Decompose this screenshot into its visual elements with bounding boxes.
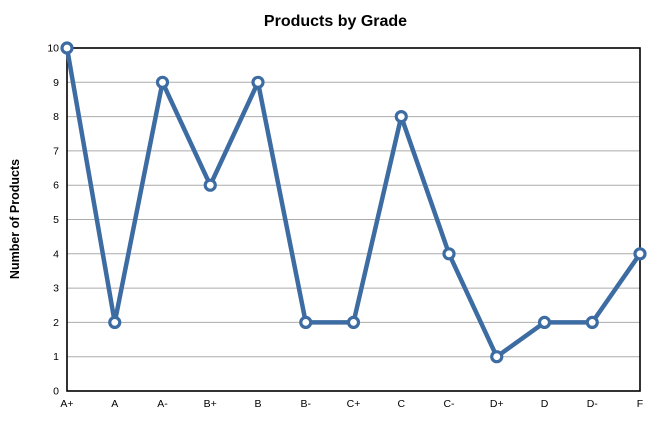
- data-point-B-: [299, 315, 313, 329]
- y-tick-label-2: 2: [53, 317, 59, 329]
- data-point-F: [633, 247, 647, 261]
- data-point-A: [108, 315, 122, 329]
- x-tick-label-F: F: [637, 398, 643, 410]
- data-point-A-: [155, 75, 170, 89]
- data-point-B: [251, 75, 265, 89]
- x-tick-label-D+: D+: [490, 398, 504, 410]
- y-tick-label-8: 8: [53, 111, 59, 123]
- y-tick-label-10: 10: [47, 43, 59, 55]
- y-tick-label-7: 7: [53, 145, 59, 157]
- data-point-C-: [442, 247, 456, 261]
- plot-border: [66, 47, 641, 392]
- data-point-A+: [60, 41, 74, 55]
- x-tick-label-A: A: [111, 398, 118, 410]
- data-point-C+: [346, 315, 361, 329]
- y-tick-label-5: 5: [53, 214, 59, 226]
- data-point-C: [394, 109, 408, 124]
- data-point-D-: [585, 315, 599, 329]
- y-tick-label-3: 3: [53, 283, 59, 295]
- data-point-B+: [203, 178, 217, 192]
- y-tick-label-0: 0: [53, 386, 59, 398]
- y-tick-label-1: 1: [53, 351, 59, 363]
- x-tick-label-C+: C+: [347, 398, 361, 410]
- data-series-line: [64, 45, 643, 359]
- x-tick-label-A+: A+: [60, 398, 73, 410]
- data-point-D+: [490, 350, 504, 364]
- data-point-D: [537, 315, 552, 329]
- y-tick-label-6: 6: [53, 180, 59, 192]
- x-tick-label-D-: D-: [587, 398, 599, 410]
- x-tick-label-C-: C-: [443, 398, 455, 410]
- x-tick-label-A-: A-: [157, 398, 168, 410]
- y-tick-label-9: 9: [53, 77, 59, 89]
- y-tick-label-4: 4: [53, 248, 59, 260]
- x-tick-label-B-: B-: [301, 398, 312, 410]
- x-tick-label-D: D: [541, 398, 549, 410]
- x-tick-label-B: B: [254, 398, 261, 410]
- x-tick-label-C: C: [397, 398, 405, 410]
- x-tick-label-B+: B+: [204, 398, 217, 410]
- chart-title: Products by Grade: [263, 13, 408, 30]
